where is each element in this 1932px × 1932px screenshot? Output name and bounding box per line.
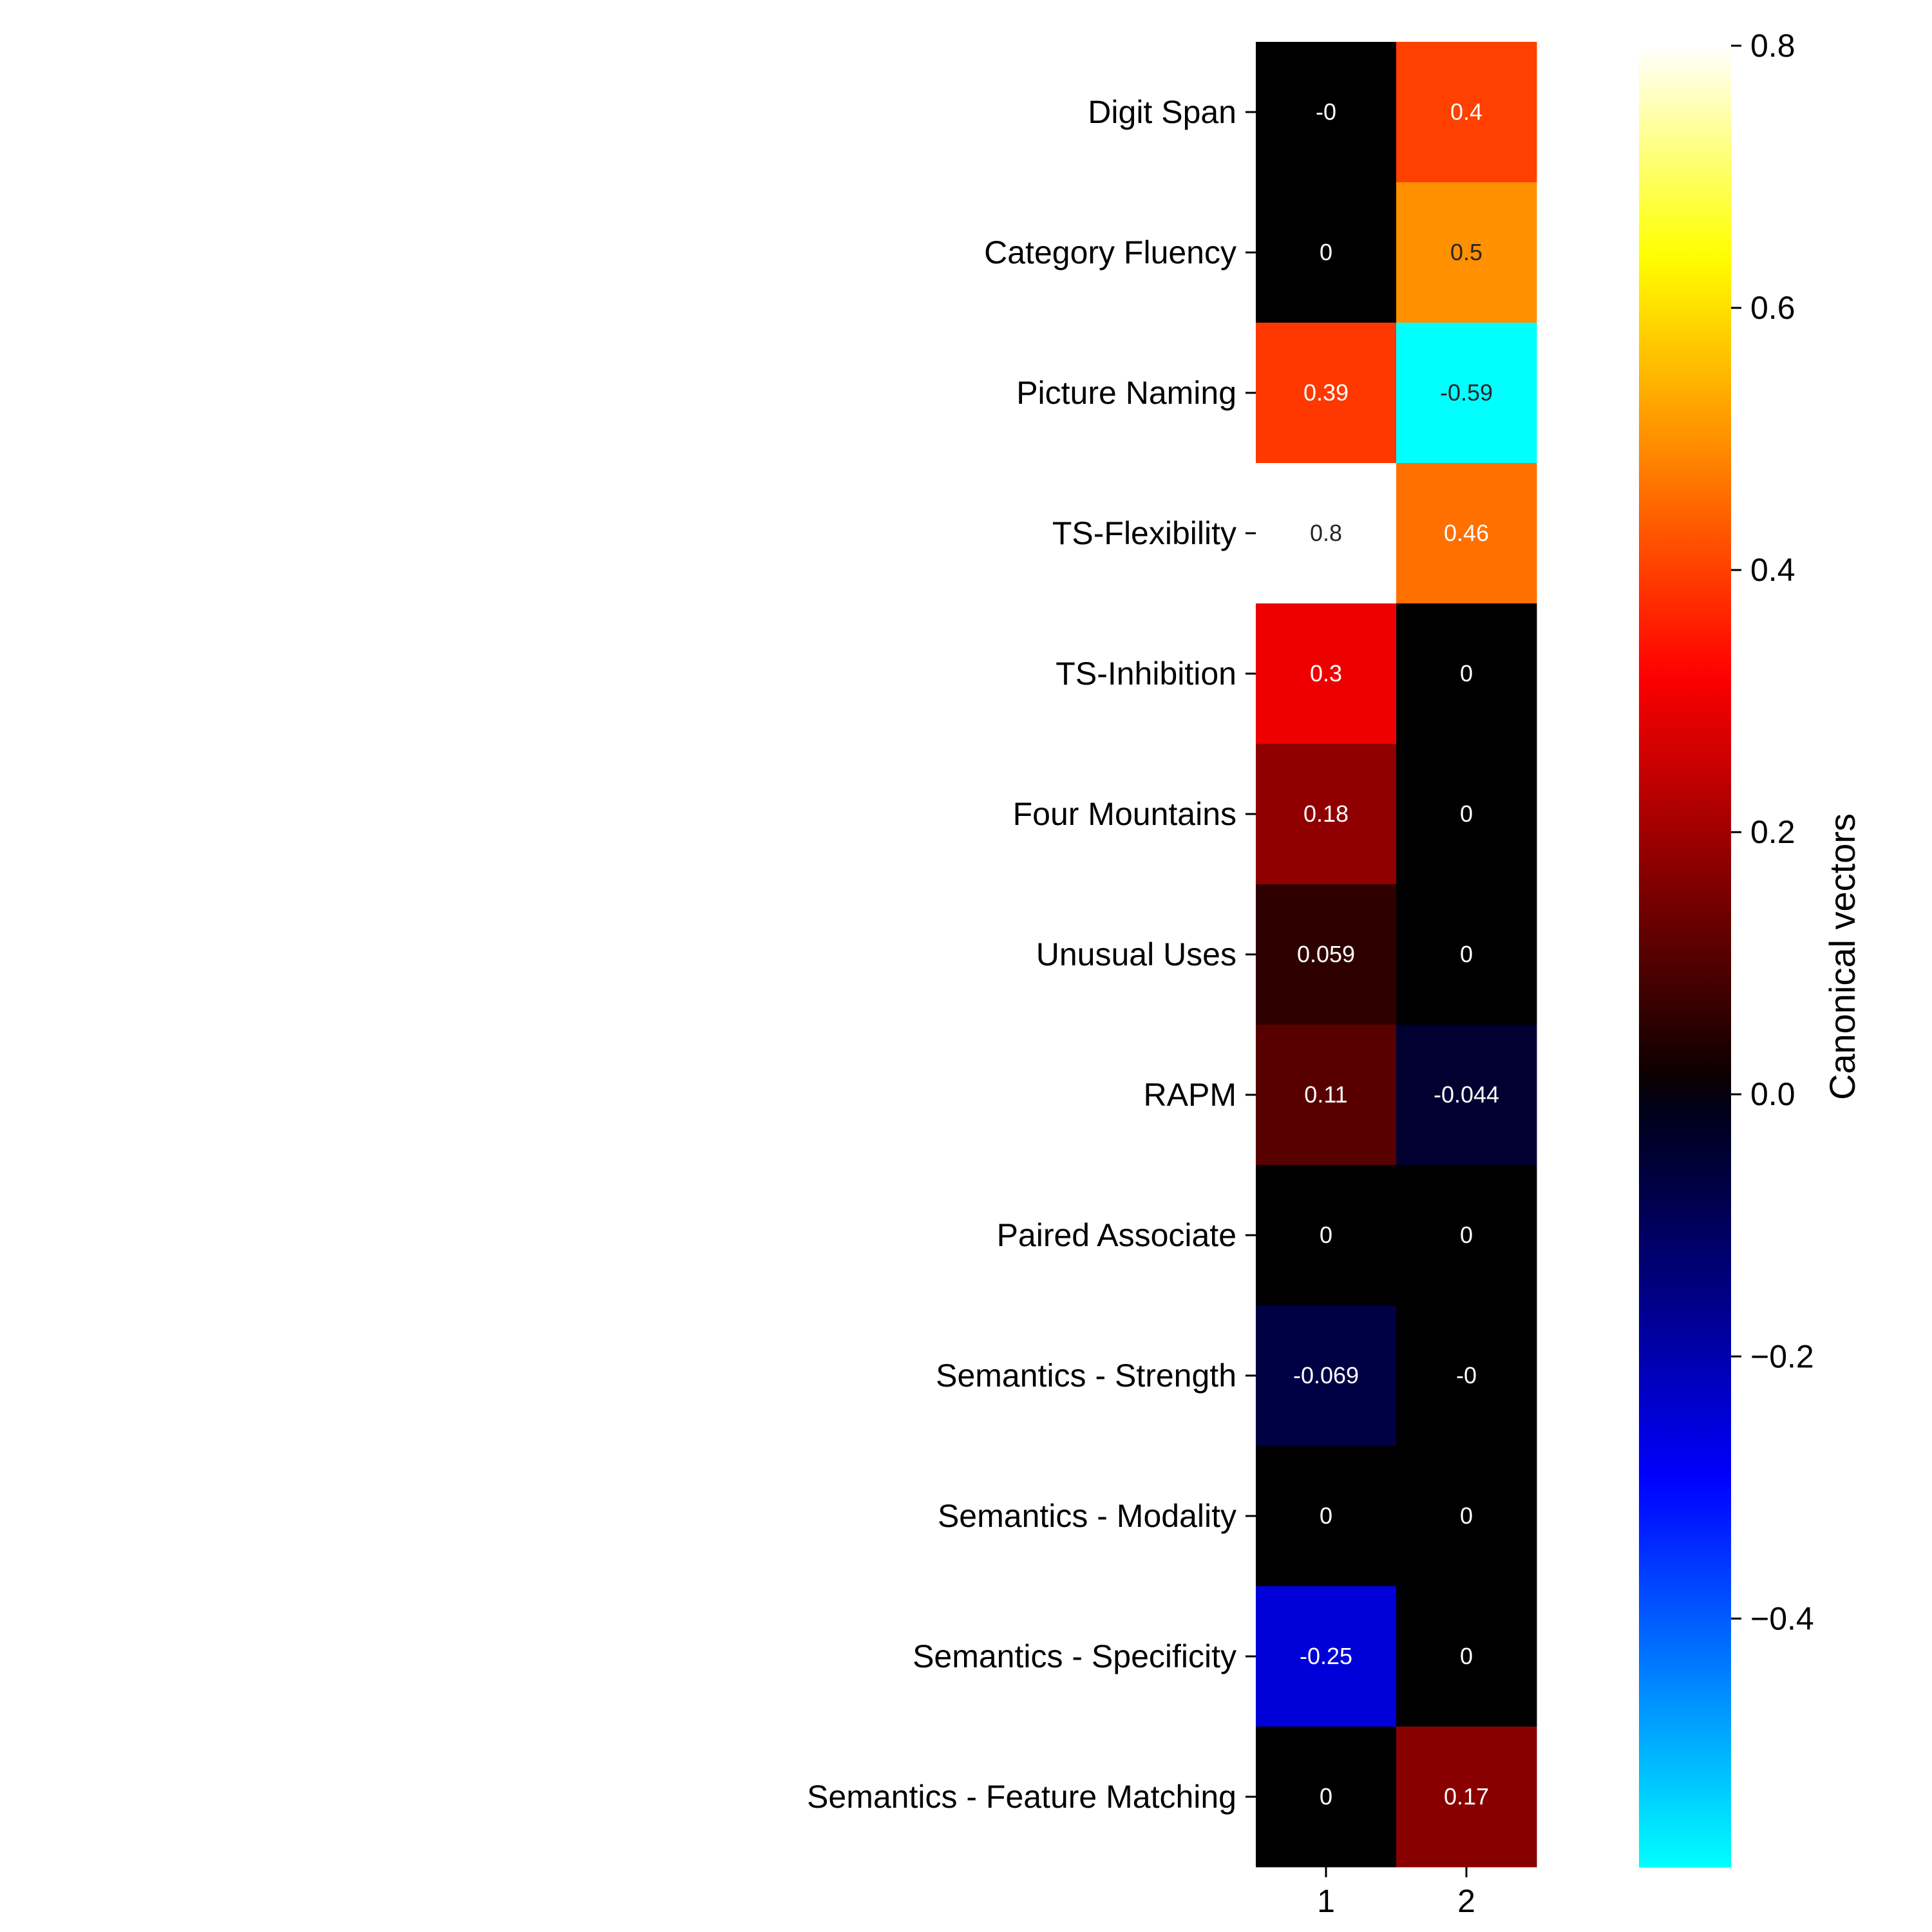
- cell-value-label: 0: [1460, 1643, 1473, 1669]
- cell-value-label: -0.59: [1440, 379, 1493, 406]
- heatmap-cell: [1396, 1165, 1537, 1306]
- heatmap-cell: [1256, 1446, 1397, 1587]
- heatmap-cell: [1256, 463, 1397, 604]
- row-label: RAPM: [1144, 1077, 1236, 1113]
- heatmap-cell: [1256, 182, 1397, 323]
- colorbar-ticks: 0.8 0.6 0.4 0.2 0.0 −0.2 −0.4: [1731, 28, 1814, 1636]
- cell-value-label: 0.8: [1310, 520, 1342, 546]
- cell-value-label: 0.3: [1310, 660, 1342, 687]
- colorbar: 0.8 0.6 0.4 0.2 0.0 −0.2 −0.4 Canonical vector…: [1639, 28, 1862, 1868]
- row-label: TS-Inhibition: [1056, 656, 1236, 692]
- heatmap-cell: [1396, 463, 1537, 604]
- heatmap-cell: [1256, 323, 1397, 464]
- cell-value-label: 0: [1320, 1502, 1332, 1529]
- cell-value-label: 0: [1460, 1502, 1473, 1529]
- row-label: Digit Span: [1088, 94, 1236, 130]
- cell-value-label: 0: [1320, 239, 1332, 265]
- row-label: Picture Naming: [1016, 375, 1236, 411]
- heatmap-cell: [1396, 1727, 1537, 1868]
- cell-value-label: -0.25: [1300, 1643, 1352, 1669]
- heatmap-cell: [1256, 884, 1397, 1025]
- row-label: Four Mountains: [1013, 796, 1236, 832]
- heatmap-cell: [1396, 182, 1537, 323]
- heatmap-cell: [1396, 744, 1537, 885]
- row-label: Semantics - Strength: [936, 1358, 1236, 1394]
- cell-value-label: 0.059: [1297, 941, 1355, 967]
- colorbar-tick-label: 0.8: [1750, 28, 1795, 64]
- colorbar-tick-label: 0.4: [1750, 552, 1795, 588]
- cell-value-label: 0.46: [1444, 520, 1489, 546]
- heatmap-cells: -0 0.4 0 0.5 0.39 -0.59 0.8 0.46 0.3 0 0.18 0 0.059 0…: [1256, 42, 1537, 1868]
- row-label: Semantics - Modality: [938, 1498, 1236, 1534]
- colorbar-tick-label: −0.4: [1750, 1600, 1814, 1636]
- heatmap-cell: [1256, 744, 1397, 885]
- row-label: TS-Flexibility: [1052, 515, 1236, 551]
- heatmap-cell: [1256, 1165, 1397, 1306]
- cell-value-label: -0: [1316, 99, 1336, 125]
- cell-value-label: -0.044: [1434, 1081, 1499, 1108]
- row-label: Category Fluency: [984, 234, 1236, 270]
- row-label: Paired Associate: [997, 1217, 1236, 1253]
- cell-value-label: 0.5: [1450, 239, 1482, 265]
- cell-value-label: 0.11: [1304, 1081, 1347, 1108]
- colorbar-label: Canonical vectors: [1822, 813, 1862, 1100]
- colorbar-tick-label: 0.6: [1750, 290, 1795, 326]
- row-label: Semantics - Feature Matching: [807, 1779, 1236, 1815]
- cell-value-label: -0: [1456, 1362, 1477, 1388]
- cell-value-label: -0.069: [1293, 1362, 1359, 1388]
- heatmap-cell: [1396, 1446, 1537, 1587]
- cell-value-label: 0.4: [1450, 99, 1482, 125]
- heatmap-cell: [1396, 1586, 1537, 1727]
- cell-value-label: 0.18: [1303, 800, 1349, 827]
- heatmap-cell: [1396, 1025, 1537, 1166]
- heatmap-cell: [1256, 1025, 1397, 1166]
- cell-value-label: 0: [1320, 1222, 1332, 1248]
- heatmap-cell: [1396, 1305, 1537, 1446]
- heatmap-cell: [1396, 603, 1537, 744]
- cell-value-label: 0: [1460, 1222, 1473, 1248]
- cell-value-label: 0.39: [1303, 379, 1349, 406]
- colorbar-tick-label: 0.2: [1750, 814, 1795, 850]
- heatmap-cell: [1396, 42, 1537, 183]
- heatmap-cell: [1396, 884, 1537, 1025]
- row-label: Semantics - Specificity: [913, 1638, 1236, 1674]
- cell-value-label: 0: [1460, 941, 1473, 967]
- colorbar-tick-label: 0.0: [1750, 1076, 1795, 1112]
- cell-value-label: 0: [1460, 800, 1473, 827]
- cell-value-label: 0: [1460, 660, 1473, 687]
- heatmap-cell: [1256, 1586, 1397, 1727]
- heatmap-cell: [1396, 323, 1537, 464]
- heatmap-cell: [1256, 603, 1397, 744]
- row-labels: Digit Span Category Fluency Picture Naming…: [807, 94, 1256, 1815]
- row-label: Unusual Uses: [1036, 936, 1236, 972]
- colorbar-gradient: [1639, 46, 1731, 1868]
- cell-value-label: 0.17: [1444, 1783, 1489, 1810]
- column-label: 2: [1457, 1883, 1475, 1919]
- column-label: 1: [1317, 1883, 1335, 1919]
- heatmap-cell: [1256, 1727, 1397, 1868]
- heatmap-cell: [1256, 1305, 1397, 1446]
- colorbar-tick-label: −0.2: [1750, 1338, 1814, 1374]
- cell-value-label: 0: [1320, 1783, 1332, 1810]
- heatmap-cell: [1256, 42, 1397, 183]
